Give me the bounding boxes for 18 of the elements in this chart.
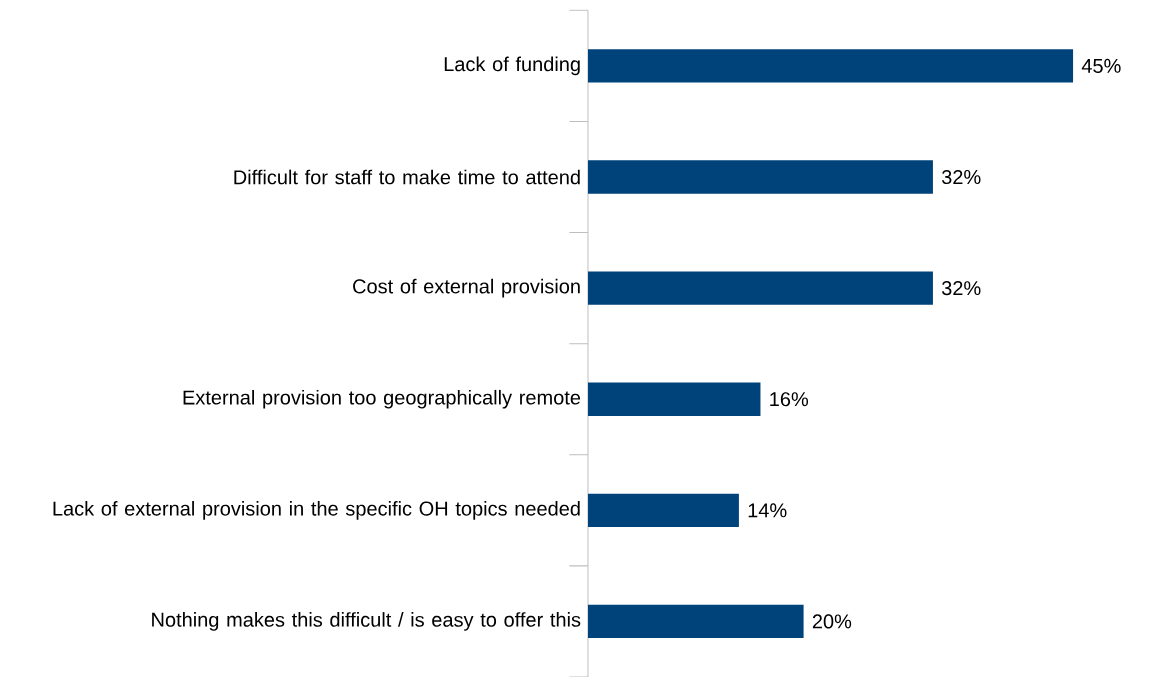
y-tick-label: Lack of funding — [444, 56, 580, 76]
y-tick-label: Difficult for staff to make time to attend — [234, 169, 580, 185]
data-label: 14% — [748, 503, 787, 518]
bar — [588, 160, 933, 194]
y-tick-label: External provision too geographically remote — [183, 389, 581, 409]
bar — [588, 271, 933, 305]
data-label: 16% — [770, 392, 809, 407]
bar — [588, 382, 761, 416]
y-tick-label: Lack of external provision in the specific OH topics needed — [53, 501, 580, 520]
data-label: 45% — [1081, 58, 1121, 73]
data-label: 32% — [941, 281, 981, 296]
data-label: 20% — [812, 614, 852, 629]
bar — [588, 49, 1074, 83]
bar — [588, 604, 804, 639]
y-tick-label: Cost of external provision — [353, 278, 580, 298]
y-tick-label: Nothing makes this difficult / is easy to offer this — [152, 612, 581, 631]
bar — [588, 493, 739, 527]
data-label: 32% — [941, 169, 981, 185]
